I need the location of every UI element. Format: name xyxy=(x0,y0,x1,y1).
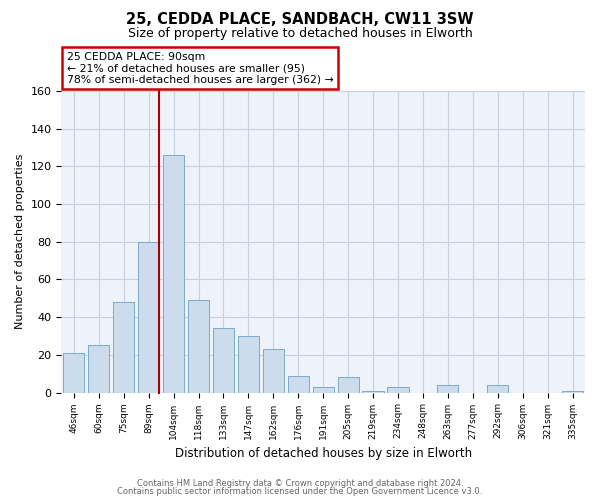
Bar xyxy=(113,302,134,392)
Text: Contains public sector information licensed under the Open Government Licence v3: Contains public sector information licen… xyxy=(118,487,482,496)
Text: Size of property relative to detached houses in Elworth: Size of property relative to detached ho… xyxy=(128,28,472,40)
Bar xyxy=(287,376,309,392)
Bar xyxy=(88,346,109,393)
Bar xyxy=(437,385,458,392)
Y-axis label: Number of detached properties: Number of detached properties xyxy=(15,154,25,330)
Bar xyxy=(562,390,583,392)
Bar xyxy=(313,387,334,392)
X-axis label: Distribution of detached houses by size in Elworth: Distribution of detached houses by size … xyxy=(175,447,472,460)
Bar xyxy=(163,155,184,392)
Bar xyxy=(362,390,383,392)
Bar xyxy=(63,353,85,393)
Bar xyxy=(487,385,508,392)
Bar xyxy=(138,242,159,392)
Bar xyxy=(388,387,409,392)
Bar xyxy=(338,378,359,392)
Text: 25, CEDDA PLACE, SANDBACH, CW11 3SW: 25, CEDDA PLACE, SANDBACH, CW11 3SW xyxy=(126,12,474,28)
Bar xyxy=(238,336,259,392)
Bar xyxy=(213,328,234,392)
Bar xyxy=(263,349,284,393)
Text: Contains HM Land Registry data © Crown copyright and database right 2024.: Contains HM Land Registry data © Crown c… xyxy=(137,478,463,488)
Bar xyxy=(188,300,209,392)
Text: 25 CEDDA PLACE: 90sqm
← 21% of detached houses are smaller (95)
78% of semi-deta: 25 CEDDA PLACE: 90sqm ← 21% of detached … xyxy=(67,52,334,85)
